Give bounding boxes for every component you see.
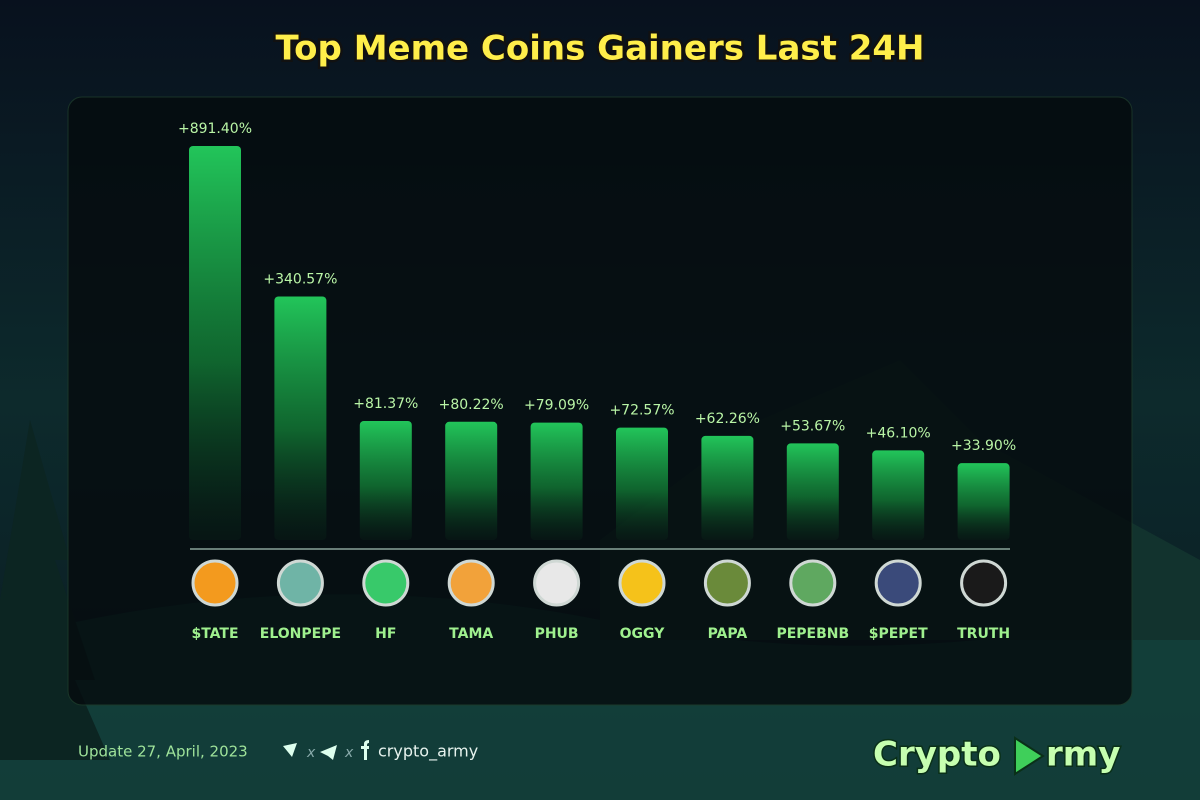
bar (359, 420, 412, 540)
separator: x (306, 745, 316, 761)
bar (445, 421, 498, 540)
value-label: +81.37% (353, 396, 418, 412)
brand: Crypto (873, 735, 1001, 775)
bar (530, 422, 583, 540)
facebook-icon (361, 740, 369, 760)
value-label: +80.22% (439, 397, 504, 413)
value-label: +79.09% (524, 398, 589, 414)
value-label: +72.57% (609, 403, 674, 419)
bar (872, 450, 925, 540)
coin-icon (874, 559, 922, 607)
category-label: TAMA (449, 626, 493, 642)
bar (701, 435, 754, 540)
bar (274, 296, 327, 540)
bar (189, 146, 241, 540)
separator: x (344, 745, 354, 761)
bar (616, 427, 668, 540)
value-label: +62.26% (695, 411, 760, 427)
value-label: +53.67% (780, 418, 845, 434)
panel (67, 96, 1133, 706)
category-label: PHUB (535, 626, 579, 642)
coin-icon (960, 559, 1008, 607)
coin-icon (618, 559, 666, 607)
value-label: +33.90% (951, 438, 1016, 454)
category-label: $TATE (191, 626, 238, 642)
value-label: +340.57% (263, 271, 337, 287)
update-date: Update 27, April, 2023 (78, 743, 248, 761)
coin-icon (447, 559, 495, 607)
twitter-icon (283, 743, 297, 757)
brand: rmy (1046, 735, 1120, 775)
coin-icon (362, 559, 410, 607)
chart-title: Top Meme Coins Gainers Last 24H (276, 29, 925, 69)
social-handle: crypto_army (378, 742, 478, 762)
category-label: ELONPEPE (260, 626, 341, 642)
brand-logo (1014, 736, 1045, 776)
category-label: HF (375, 626, 396, 642)
category-label: OGGY (620, 626, 666, 642)
telegram-icon (320, 745, 337, 760)
value-label: +891.40% (178, 121, 252, 137)
category-label: TRUTH (957, 626, 1010, 642)
coin-icon (703, 559, 751, 607)
value-label: +46.10% (866, 425, 931, 441)
coin-icon (276, 559, 324, 607)
bar (786, 443, 839, 540)
coin-icon (789, 559, 837, 607)
coin-icon (533, 559, 581, 607)
bar (957, 463, 1010, 540)
category-label: PAPA (708, 626, 748, 642)
coin-icon (191, 559, 239, 607)
category-label: $PEPET (869, 626, 928, 642)
category-label: PEPEBNB (776, 626, 849, 642)
